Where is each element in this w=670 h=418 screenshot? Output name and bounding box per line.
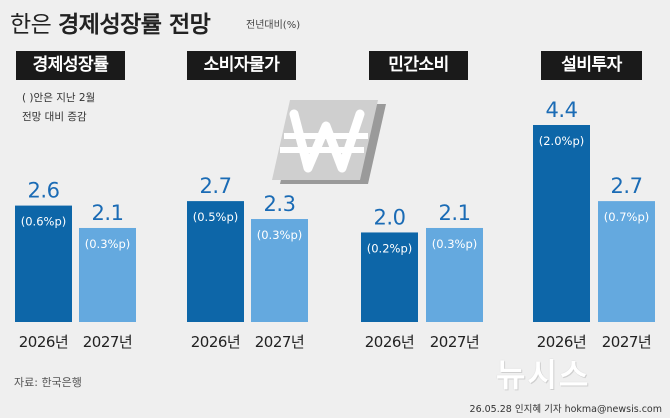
- bar-change-label: (0.3%p): [432, 237, 478, 251]
- panel-title-consumption: 민간소비: [369, 51, 468, 80]
- panel-title-investment: 설비투자: [541, 51, 642, 80]
- note: ( )안은 지난 2월 전망 대비 증감: [22, 89, 95, 127]
- won-currency-icon: [272, 100, 386, 184]
- x-tick-label: 2026년: [537, 333, 586, 351]
- panel-title-gdp: 경제성장률: [16, 51, 125, 80]
- bar-change-label: (0.2%p): [367, 241, 413, 255]
- page-title: 한은 경제성장률 전망: [10, 5, 211, 39]
- bar-value-label: 2.1: [439, 201, 471, 225]
- bar-change-label: (0.6%p): [21, 215, 67, 229]
- bar: [79, 227, 136, 322]
- source-label: 자료: 한국은행: [14, 376, 82, 389]
- title-prefix: 한은: [10, 12, 52, 38]
- bar: [187, 201, 244, 322]
- bar-value-label: 2.7: [611, 174, 643, 198]
- bar: [251, 219, 308, 322]
- bar-value-label: 2.7: [200, 174, 232, 198]
- byline: 26.05.28 인지혜 기자 hokma@newsis.com: [469, 404, 662, 415]
- bar-change-label: (2.0%p): [539, 134, 585, 148]
- bar-value-label: 2.3: [264, 192, 296, 216]
- x-tick-label: 2026년: [365, 333, 414, 351]
- bar: [598, 201, 655, 322]
- note-line-1: ( )안은 지난 2월: [22, 92, 96, 104]
- bar-change-label: (0.7%p): [604, 210, 650, 224]
- bar-value-label: 4.4: [546, 98, 578, 122]
- newsis-logo: 뉴시스: [496, 356, 591, 394]
- bar: [15, 205, 72, 322]
- x-tick-label: 2027년: [83, 333, 132, 351]
- bar: [533, 125, 590, 322]
- x-tick-label: 2027년: [602, 333, 651, 351]
- x-tick-label: 2026년: [19, 333, 68, 351]
- unit-label: 전년대비(%): [246, 20, 301, 31]
- title-main: 경제성장률 전망: [58, 12, 211, 38]
- bar-value-label: 2.1: [92, 201, 124, 225]
- bar: [426, 227, 483, 322]
- bar-value-label: 2.6: [28, 179, 60, 203]
- bar-change-label: (0.5%p): [193, 210, 239, 224]
- bar-change-label: (0.3%p): [85, 237, 131, 251]
- x-tick-label: 2026년: [191, 333, 240, 351]
- panel-title-cpi: 소비자물가: [187, 51, 296, 80]
- x-tick-label: 2027년: [430, 333, 479, 351]
- x-tick-label: 2027년: [255, 333, 304, 351]
- bar-change-label: (0.3%p): [257, 228, 303, 242]
- bar-value-label: 2.0: [374, 205, 406, 229]
- bar: [361, 232, 418, 322]
- note-line-2: 전망 대비 증감: [22, 111, 87, 123]
